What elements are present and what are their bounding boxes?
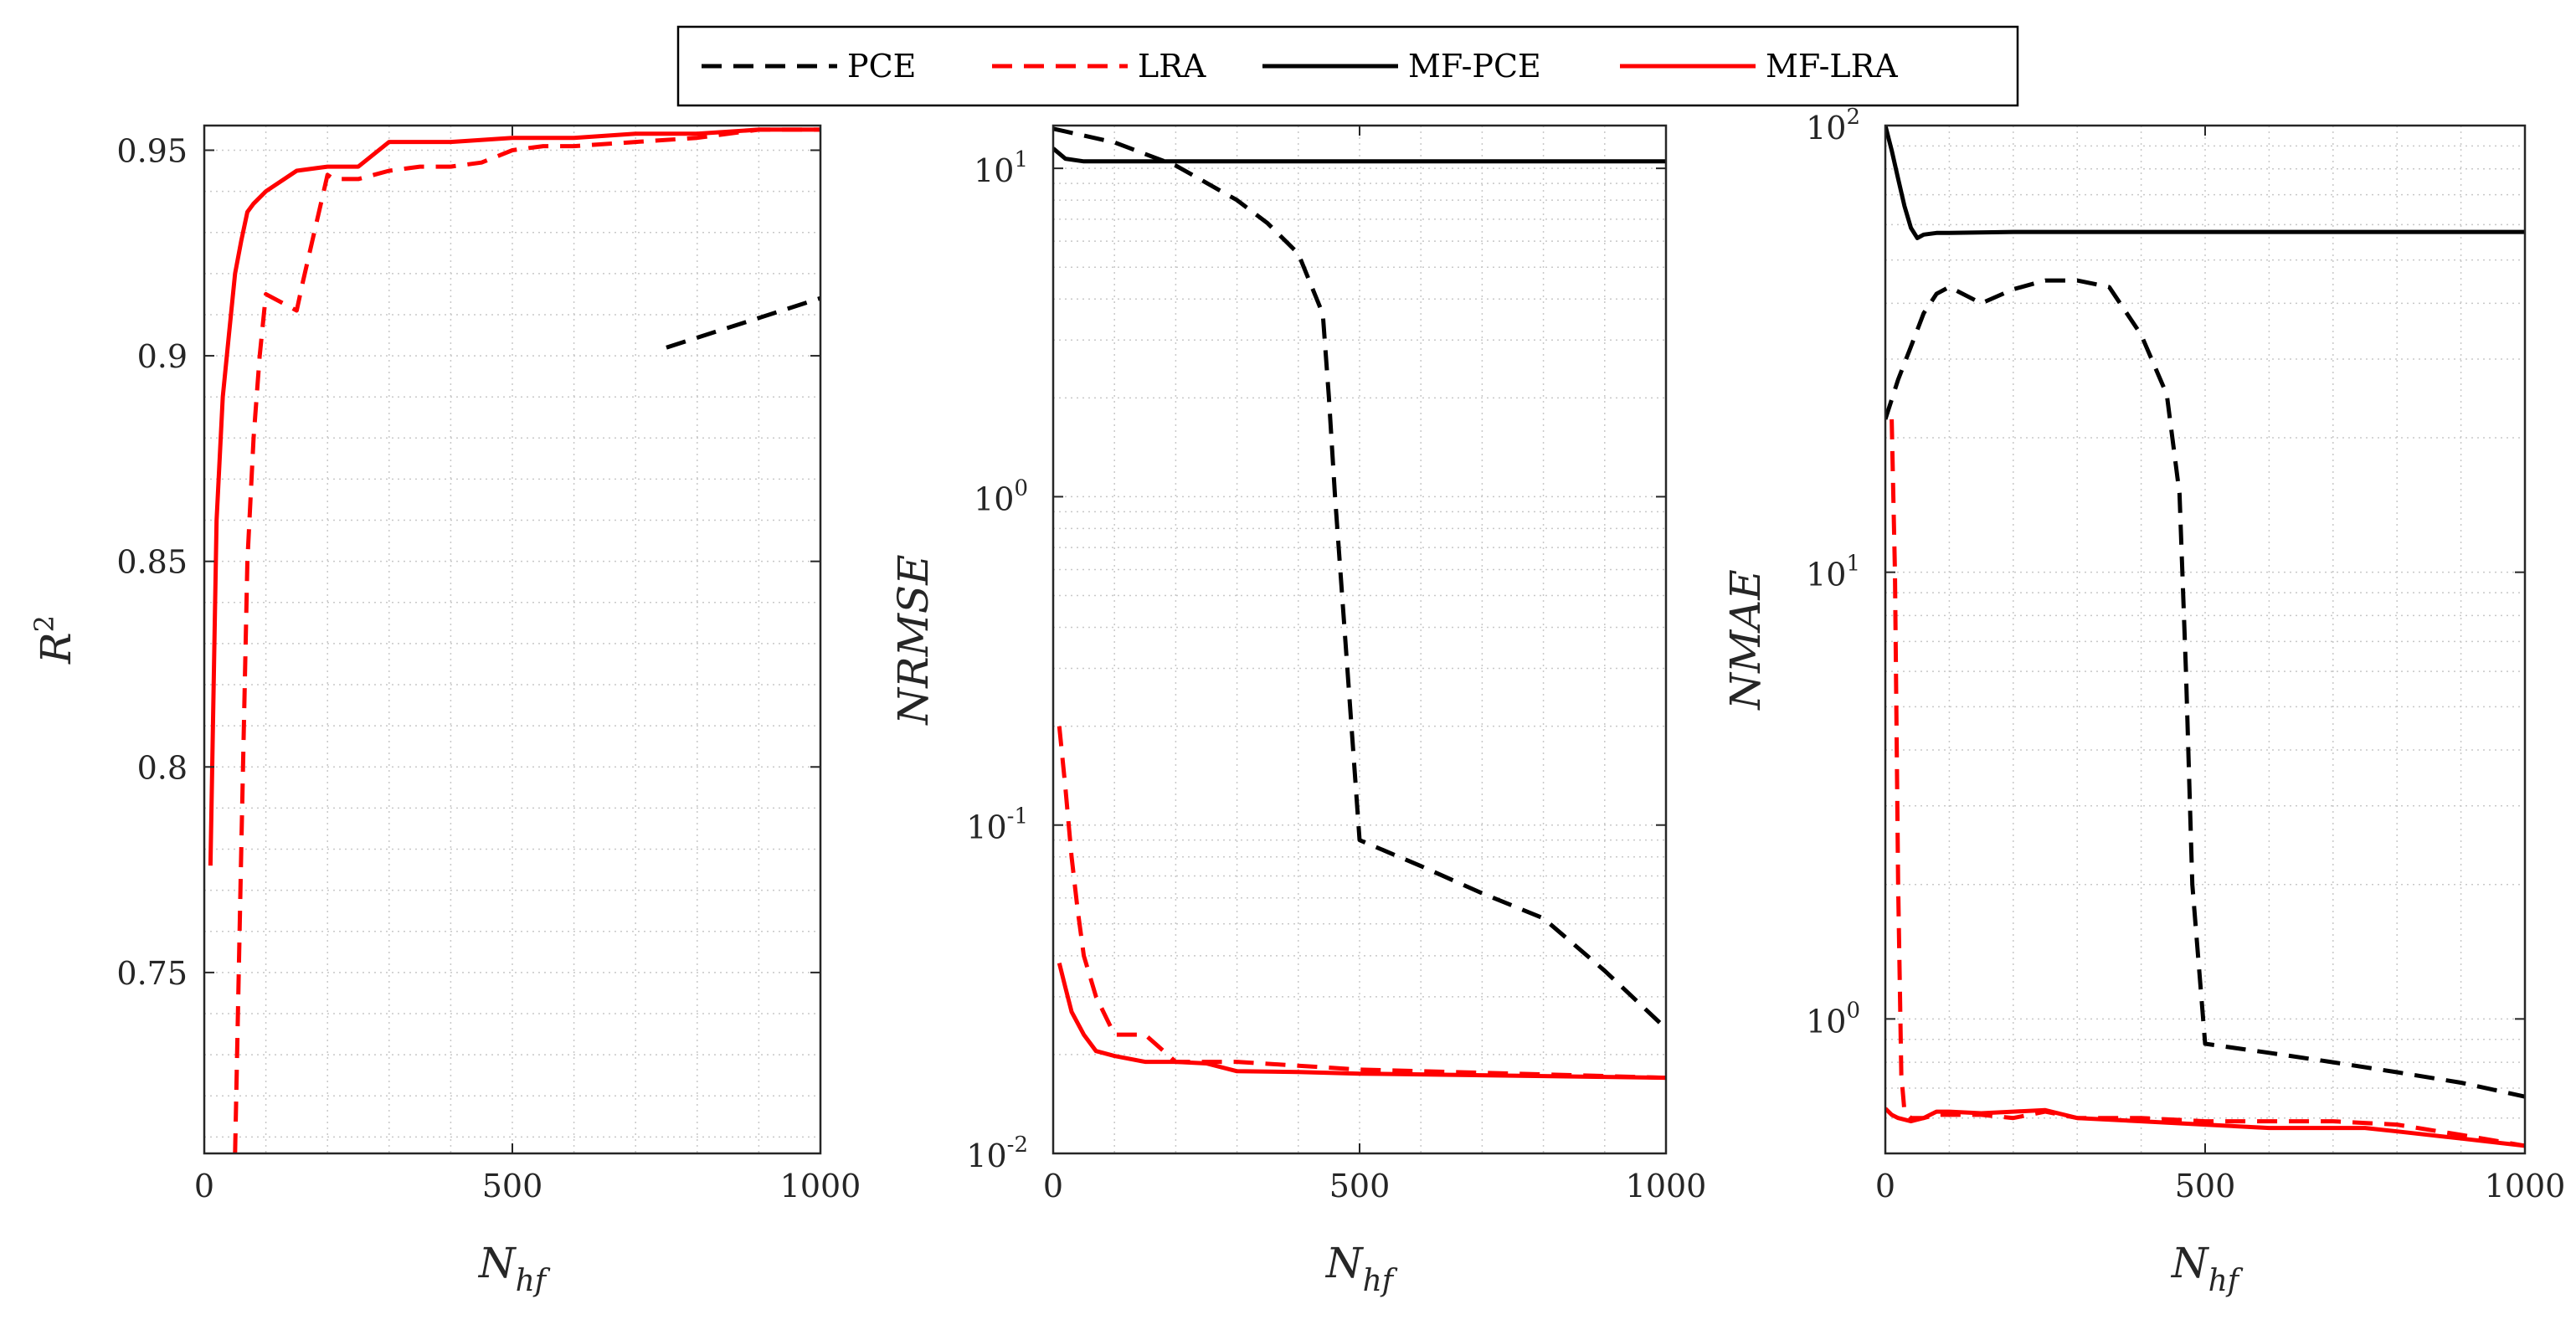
grid-3 xyxy=(1885,126,2525,1153)
x-axis-label: Nhf xyxy=(2171,1239,2244,1298)
series-mf-pce xyxy=(1053,146,1666,164)
y-axis-label: NMAE xyxy=(1721,569,1770,711)
subplot-1: 0 500 1000 0.75 0.8 0.85 0.9 0.95 Nhf R2 xyxy=(28,124,861,1298)
series-pce xyxy=(666,295,820,350)
series-group-2 xyxy=(1053,126,1666,1081)
series-pce xyxy=(1885,278,2525,1099)
y-axis-label: NRMSE xyxy=(889,554,938,725)
y-tick-label: 101 xyxy=(974,147,1028,189)
x-axis-label: Nhf xyxy=(1325,1239,1398,1298)
y-tick-label: 100 xyxy=(974,475,1028,517)
subplot-2: 0 500 1000 10-2 10-1 100 101 Nhf NRMSE xyxy=(889,124,1707,1298)
x-tick-label: 500 xyxy=(1329,1168,1391,1204)
x-tick-label: 1000 xyxy=(2485,1168,2566,1204)
x-tick-label: 500 xyxy=(482,1168,543,1204)
y-tick-label: 10-1 xyxy=(966,804,1028,846)
grid-1 xyxy=(204,126,820,1153)
y-tick-label: 0.75 xyxy=(116,955,188,992)
x-tick-label: 1000 xyxy=(1626,1168,1707,1204)
legend-label-pce: PCE xyxy=(847,48,916,85)
x-tick-label: 1000 xyxy=(780,1168,861,1204)
series-lra xyxy=(1890,419,2525,1148)
y-tick-label: 102 xyxy=(1806,105,1860,146)
y-tick-label: 10-2 xyxy=(966,1132,1028,1174)
y-tick-label: 0.95 xyxy=(116,132,188,169)
y-tick-label: 0.85 xyxy=(116,544,188,581)
series-mf-lra xyxy=(1057,962,1666,1081)
y-axis-label: R2 xyxy=(28,615,80,665)
y-tick-label: 0.8 xyxy=(137,749,188,786)
grid-2 xyxy=(1053,126,1666,1153)
series-pce xyxy=(1053,126,1666,1030)
x-axis-label: Nhf xyxy=(478,1239,551,1298)
x-tick-label: 0 xyxy=(194,1168,214,1204)
series-group-1 xyxy=(208,127,820,1153)
y-tick-label: 100 xyxy=(1806,998,1860,1040)
y-tick-label: 0.9 xyxy=(137,338,188,375)
subplot-3: 0 500 1000 100 101 102 Nhf NMAE xyxy=(1721,105,2565,1298)
series-mf-lra xyxy=(208,127,820,866)
series-mf-lra xyxy=(1885,1107,2525,1148)
legend-label-lra: LRA xyxy=(1138,48,1206,85)
series-mf-pce xyxy=(1885,126,2525,240)
series-lra xyxy=(1057,726,1666,1081)
x-tick-label: 0 xyxy=(1043,1168,1063,1204)
legend-label-mf-lra: MF-LRA xyxy=(1766,48,1898,85)
legend-label-mf-pce: MF-PCE xyxy=(1408,48,1541,85)
x-tick-label: 500 xyxy=(2175,1168,2236,1204)
x-tick-label: 0 xyxy=(1875,1168,1895,1204)
series-group-3 xyxy=(1885,126,2525,1148)
legend: PCE LRA MF-PCE MF-LRA xyxy=(676,25,2019,107)
y-tick-label: 101 xyxy=(1806,552,1860,593)
series-lra xyxy=(233,127,820,1153)
